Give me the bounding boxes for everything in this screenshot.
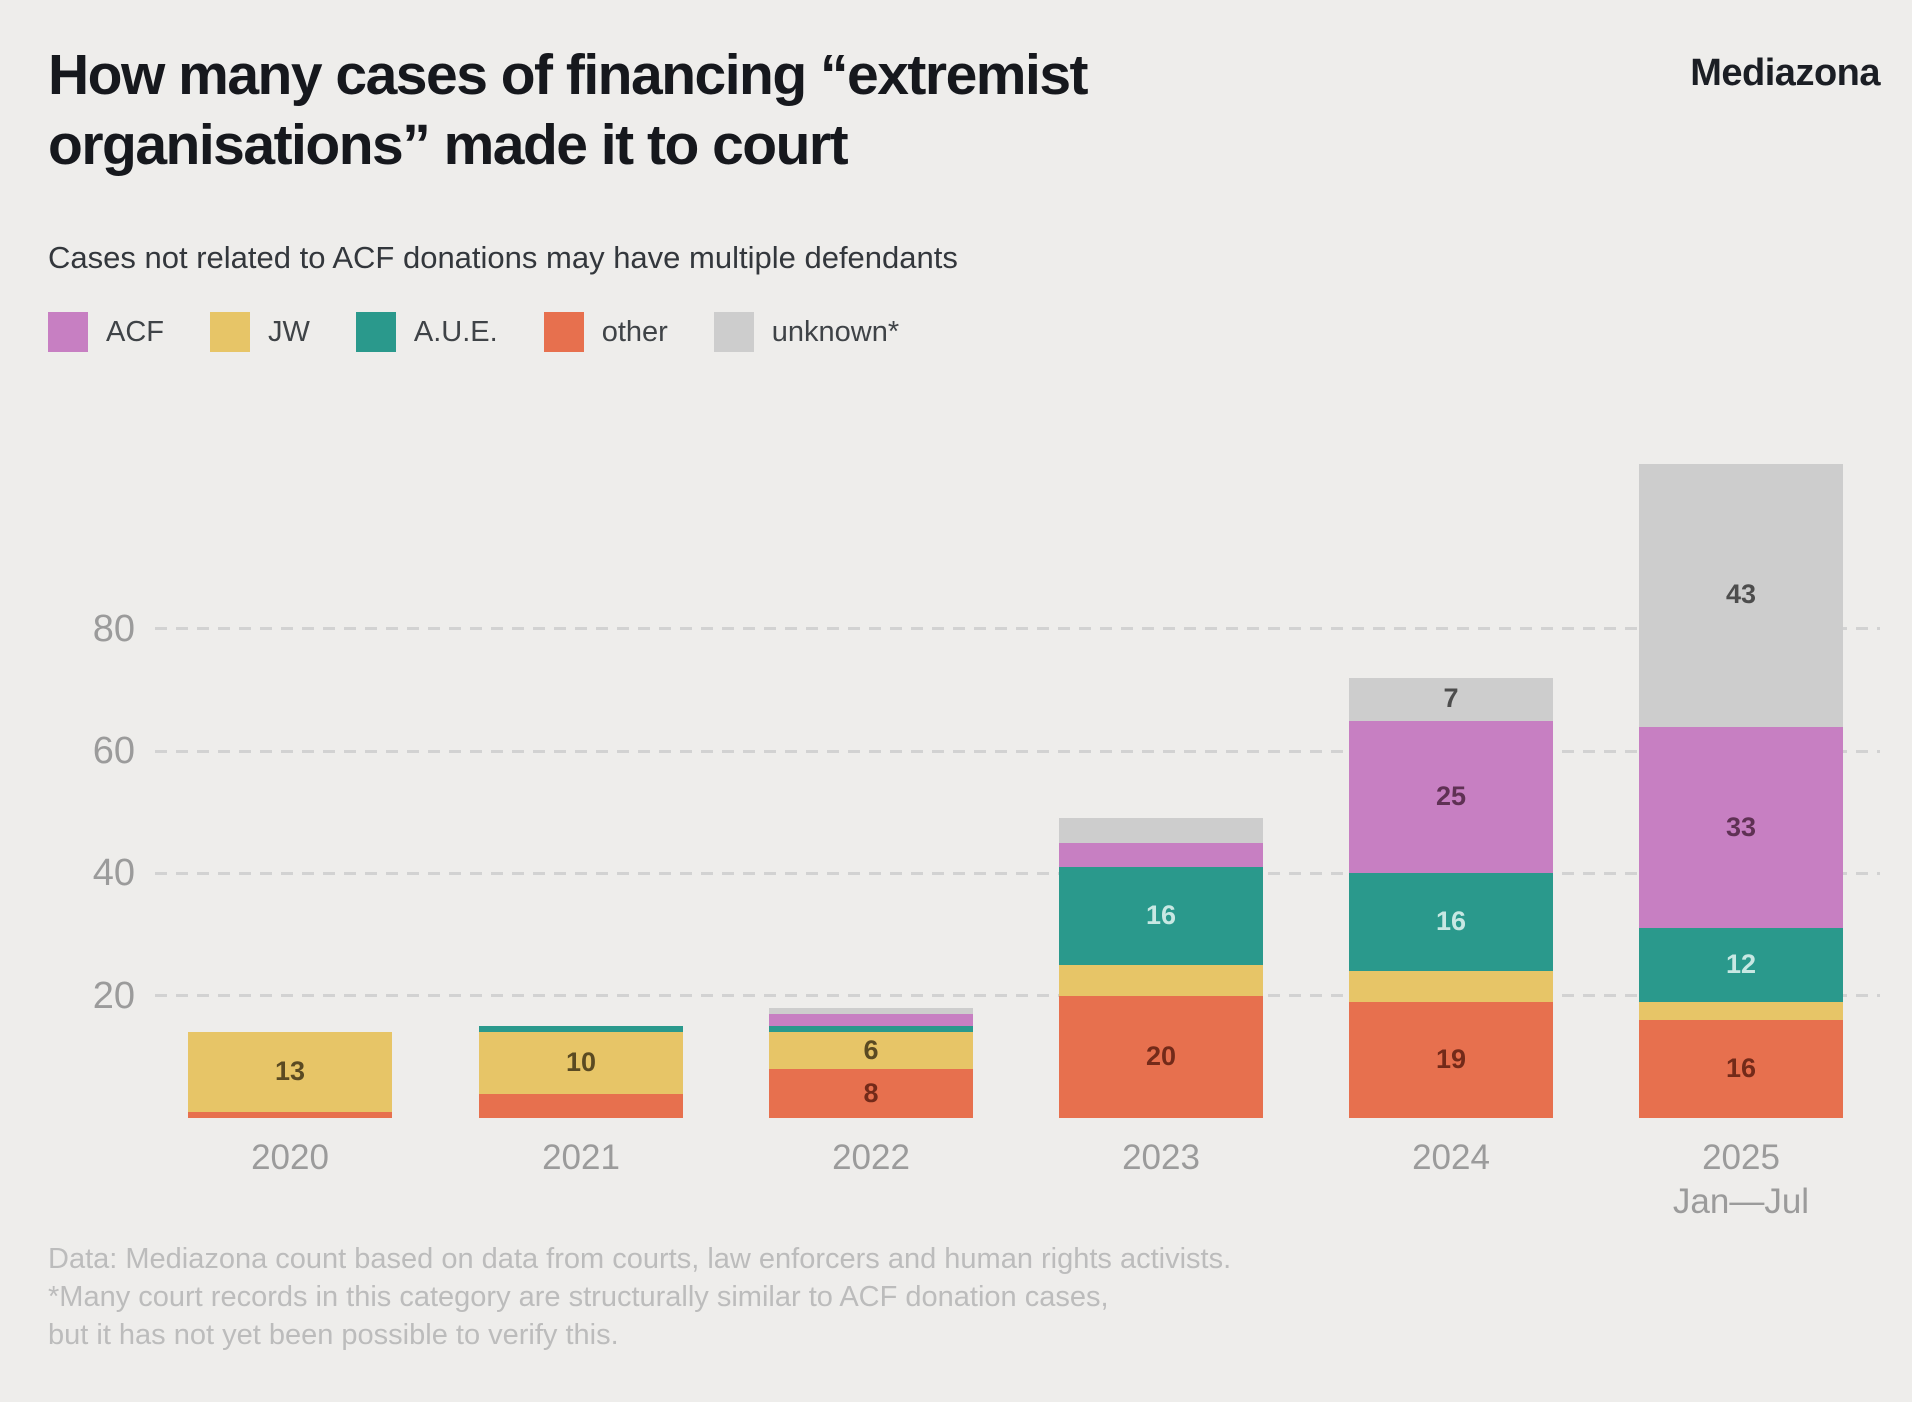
x-tick-label-2022: 2022	[832, 1138, 910, 1177]
bar-segment-2022-other: 8	[769, 1069, 973, 1118]
bar-value-label: 8	[863, 1077, 879, 1108]
bar-value-label: 20	[1145, 1040, 1177, 1071]
bar-segment-2025-other: 16	[1639, 1020, 1843, 1118]
x-tick-label-2025: 2025	[1702, 1138, 1780, 1177]
bar-segment-2023-acf	[1059, 842, 1263, 868]
bar-value-label: 13	[274, 1056, 306, 1087]
bar-value-label: 16	[1145, 900, 1177, 931]
bar-value-label: 7	[1443, 683, 1459, 714]
bar-value-label: 6	[863, 1034, 879, 1065]
x-tick-2023: 2023	[1041, 1136, 1281, 1180]
chart-title-line2: organisations” made it to court	[48, 113, 849, 177]
x-tick-2024: 2024	[1331, 1136, 1571, 1180]
legend-item-aue: A.U.E.	[355, 312, 498, 352]
legend-label: ACF	[106, 315, 164, 348]
bar-value-label: 16	[1435, 906, 1467, 937]
bar-segment-2025-unknown: 43	[1639, 463, 1843, 727]
bar-segment-2023-other: 20	[1059, 995, 1263, 1118]
bar-segment-2020-other	[188, 1111, 392, 1118]
gridline-60	[155, 749, 1880, 753]
bar-segment-2022-acf	[769, 1014, 973, 1027]
legend-item-unknown: unknown*	[713, 312, 900, 352]
bar-value-label: 43	[1725, 579, 1757, 610]
x-tick-2020: 2020	[170, 1136, 410, 1180]
bar-segment-2023-unknown	[1059, 818, 1263, 843]
bar-segment-2023-aue: 16	[1059, 867, 1263, 966]
x-tick-2025: 2025 Jan—Jul	[1621, 1136, 1861, 1224]
bar-segment-2022-jw: 6	[769, 1032, 973, 1070]
legend-label: A.U.E.	[413, 315, 498, 348]
legend-swatch	[543, 312, 584, 352]
bar-segment-2021-other	[479, 1093, 683, 1118]
x-tick-2021: 2021	[461, 1136, 701, 1180]
y-tick-label-60: 60	[92, 730, 135, 773]
bar-segment-2025-aue: 12	[1639, 928, 1843, 1002]
bar-segment-2022-unknown	[769, 1007, 973, 1015]
x-tick-label-2024: 2024	[1412, 1138, 1490, 1177]
legend-label: JW	[268, 315, 310, 348]
bar-segment-2021-aue	[479, 1026, 683, 1033]
bar-segment-2025-acf: 33	[1639, 726, 1843, 929]
y-tick-label-20: 20	[92, 974, 135, 1017]
bar-value-label: 12	[1725, 949, 1757, 980]
bar-segment-2024-aue: 16	[1349, 873, 1553, 972]
source-note-line1: Data: Mediazona count based on data from…	[48, 1243, 1232, 1275]
legend-item-other: other	[543, 312, 668, 352]
bar-segment-2021-jw: 10	[479, 1032, 683, 1094]
legend-swatch	[48, 312, 88, 352]
chart-title: How many cases of financing “extremist or…	[48, 40, 1089, 180]
bar-value-label: 10	[565, 1046, 597, 1077]
x-tick-label-2020: 2020	[251, 1138, 329, 1177]
legend: ACF JW A.U.E. other unknown*	[48, 312, 899, 352]
x-tick-2022: 2022	[751, 1136, 991, 1180]
x-tick-label-2021: 2021	[542, 1138, 620, 1177]
legend-label: other	[601, 315, 668, 348]
bar-segment-2024-acf: 25	[1349, 720, 1553, 874]
gridline-40	[155, 871, 1880, 875]
legend-item-jw: JW	[210, 312, 310, 352]
bar-segment-2024-jw	[1349, 971, 1553, 1002]
legend-swatch	[713, 312, 754, 352]
bar-value-label: 33	[1725, 811, 1757, 842]
bar-segment-2024-other: 19	[1349, 1001, 1553, 1118]
y-tick-label-80: 80	[92, 607, 135, 650]
bar-segment-2025-jw	[1639, 1001, 1843, 1021]
chart-subtitle: Cases not related to ACF donations may h…	[48, 240, 958, 275]
source-note: Data: Mediazona count based on data from…	[48, 1240, 1231, 1354]
bar-value-label: 25	[1435, 780, 1467, 811]
legend-swatch	[355, 312, 396, 352]
x-tick-label-2023: 2023	[1122, 1138, 1200, 1177]
source-note-line2: *Many court records in this category are…	[48, 1281, 1109, 1313]
legend-label: unknown*	[771, 315, 900, 348]
bar-segment-2020-jw: 13	[188, 1032, 392, 1112]
bar-value-label: 16	[1725, 1053, 1757, 1084]
mediazona-logo: Mediazona	[1690, 52, 1880, 94]
source-note-line3: but it has not yet been possible to veri…	[48, 1319, 619, 1351]
bar-value-label: 19	[1435, 1043, 1467, 1074]
y-tick-label-40: 40	[92, 852, 135, 895]
bar-segment-2023-jw	[1059, 965, 1263, 996]
bar-segment-2024-unknown: 7	[1349, 677, 1553, 721]
chart-title-line1: How many cases of financing “extremist	[48, 43, 1089, 107]
gridline-80	[155, 627, 1880, 631]
bar-segment-2022-aue	[769, 1026, 973, 1033]
legend-swatch	[210, 312, 250, 352]
gridline-20	[155, 994, 1880, 998]
x-tick-sublabel-2025: Jan—Jul	[1672, 1182, 1810, 1221]
legend-item-acf: ACF	[48, 312, 164, 352]
